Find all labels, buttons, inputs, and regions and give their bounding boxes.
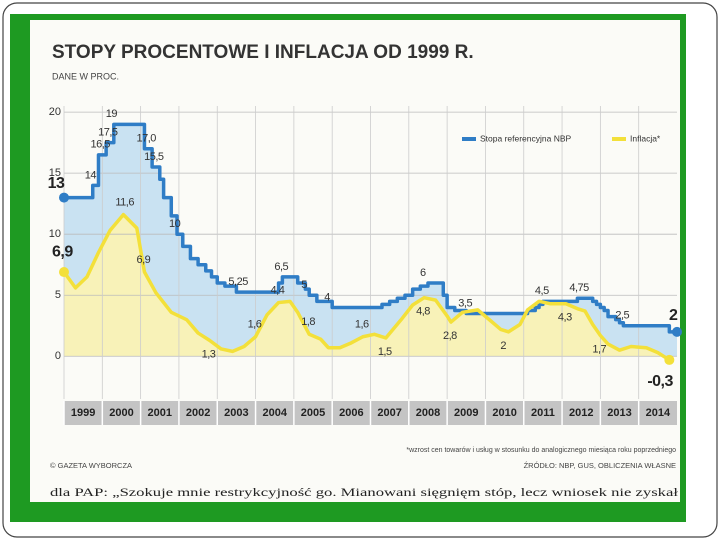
y-tick-label: 0	[55, 350, 61, 362]
data-label: 16,5	[90, 139, 110, 151]
x-tick-label: 2005	[301, 407, 325, 419]
x-tick-label: 2012	[569, 407, 593, 419]
x-tick-label: 2002	[186, 407, 210, 419]
y-tick-label: 20	[49, 106, 61, 118]
end-dot	[59, 192, 69, 203]
source: ŹRÓDŁO: NBP, GUS, OBLICZENIA WŁASNE	[524, 461, 676, 470]
data-label: 6	[420, 267, 426, 279]
data-label: 4,4	[271, 284, 285, 296]
data-label: 13	[48, 175, 65, 192]
x-tick-label: 2006	[339, 407, 363, 419]
data-label: 6,5	[274, 261, 288, 273]
subtitle: DANE W PROC.	[52, 71, 119, 81]
chart-title: STOPY PROCENTOWE I INFLACJA OD 1999 R.	[52, 42, 474, 63]
data-label: 1,6	[248, 319, 262, 331]
x-tick-label: 2014	[646, 407, 671, 419]
data-label: -0,3	[647, 373, 673, 390]
data-label: 11,6	[115, 197, 134, 209]
data-label: 2	[669, 307, 678, 324]
data-label: 4	[324, 291, 330, 303]
series-line	[64, 122, 677, 334]
data-label: 10	[169, 218, 181, 230]
credit: © GAZETA WYBORCZA	[50, 461, 132, 470]
data-label: 1,3	[202, 348, 216, 360]
data-label: 14	[85, 169, 97, 181]
x-tick-label: 2009	[454, 407, 478, 419]
data-label: 19	[106, 108, 118, 120]
data-label: 6,9	[52, 243, 73, 260]
data-label: 17,0	[136, 133, 156, 145]
data-label: 15,5	[144, 151, 164, 163]
legend-label: Stopa referencyjna NBP	[480, 133, 572, 143]
data-label: 2,8	[443, 330, 457, 342]
data-label: 1,7	[592, 343, 606, 355]
x-tick-label: 2011	[531, 407, 555, 419]
data-label: 5	[301, 279, 307, 291]
y-tick-label: 15	[49, 167, 61, 179]
data-label: 4,3	[558, 312, 572, 324]
x-tick-label: 2008	[416, 407, 440, 419]
x-tick-label: 2003	[224, 407, 248, 419]
y-tick-label: 5	[55, 289, 61, 301]
series-line	[62, 212, 671, 362]
end-dot	[59, 267, 69, 278]
data-label: 1,8	[301, 316, 315, 328]
data-label: 1,5	[378, 346, 392, 358]
data-label: 1,6	[355, 319, 369, 331]
data-label: 4,5	[535, 285, 549, 297]
data-label: 17,5	[98, 127, 118, 139]
x-tick-label: 2007	[377, 407, 401, 419]
end-dot	[664, 354, 675, 365]
data-label: 4,75	[569, 282, 589, 294]
footnote: *wzrost cen towarów i usług w stosunku d…	[406, 447, 676, 454]
end-dot	[672, 326, 682, 337]
data-label: 2,5	[615, 310, 629, 322]
data-label: 5,25	[228, 276, 248, 288]
x-tick-label: 2000	[109, 407, 133, 419]
data-label: 2	[500, 340, 506, 352]
y-tick-label: 10	[49, 228, 61, 240]
x-tick-label: 2001	[148, 407, 172, 419]
legend-label: Inflacja*	[630, 133, 661, 143]
x-tick-label: 2013	[607, 407, 631, 419]
x-tick-label: 2010	[492, 407, 516, 419]
data-label: 3,5	[458, 297, 472, 309]
x-tick-label: 2004	[262, 407, 287, 419]
article-text: dla PAP: „Szokuje mnie restrykcyjność go…	[50, 485, 679, 499]
x-tick-label: 1999	[71, 407, 95, 419]
data-label: 4,8	[416, 306, 430, 318]
data-label: 6,9	[136, 254, 150, 266]
